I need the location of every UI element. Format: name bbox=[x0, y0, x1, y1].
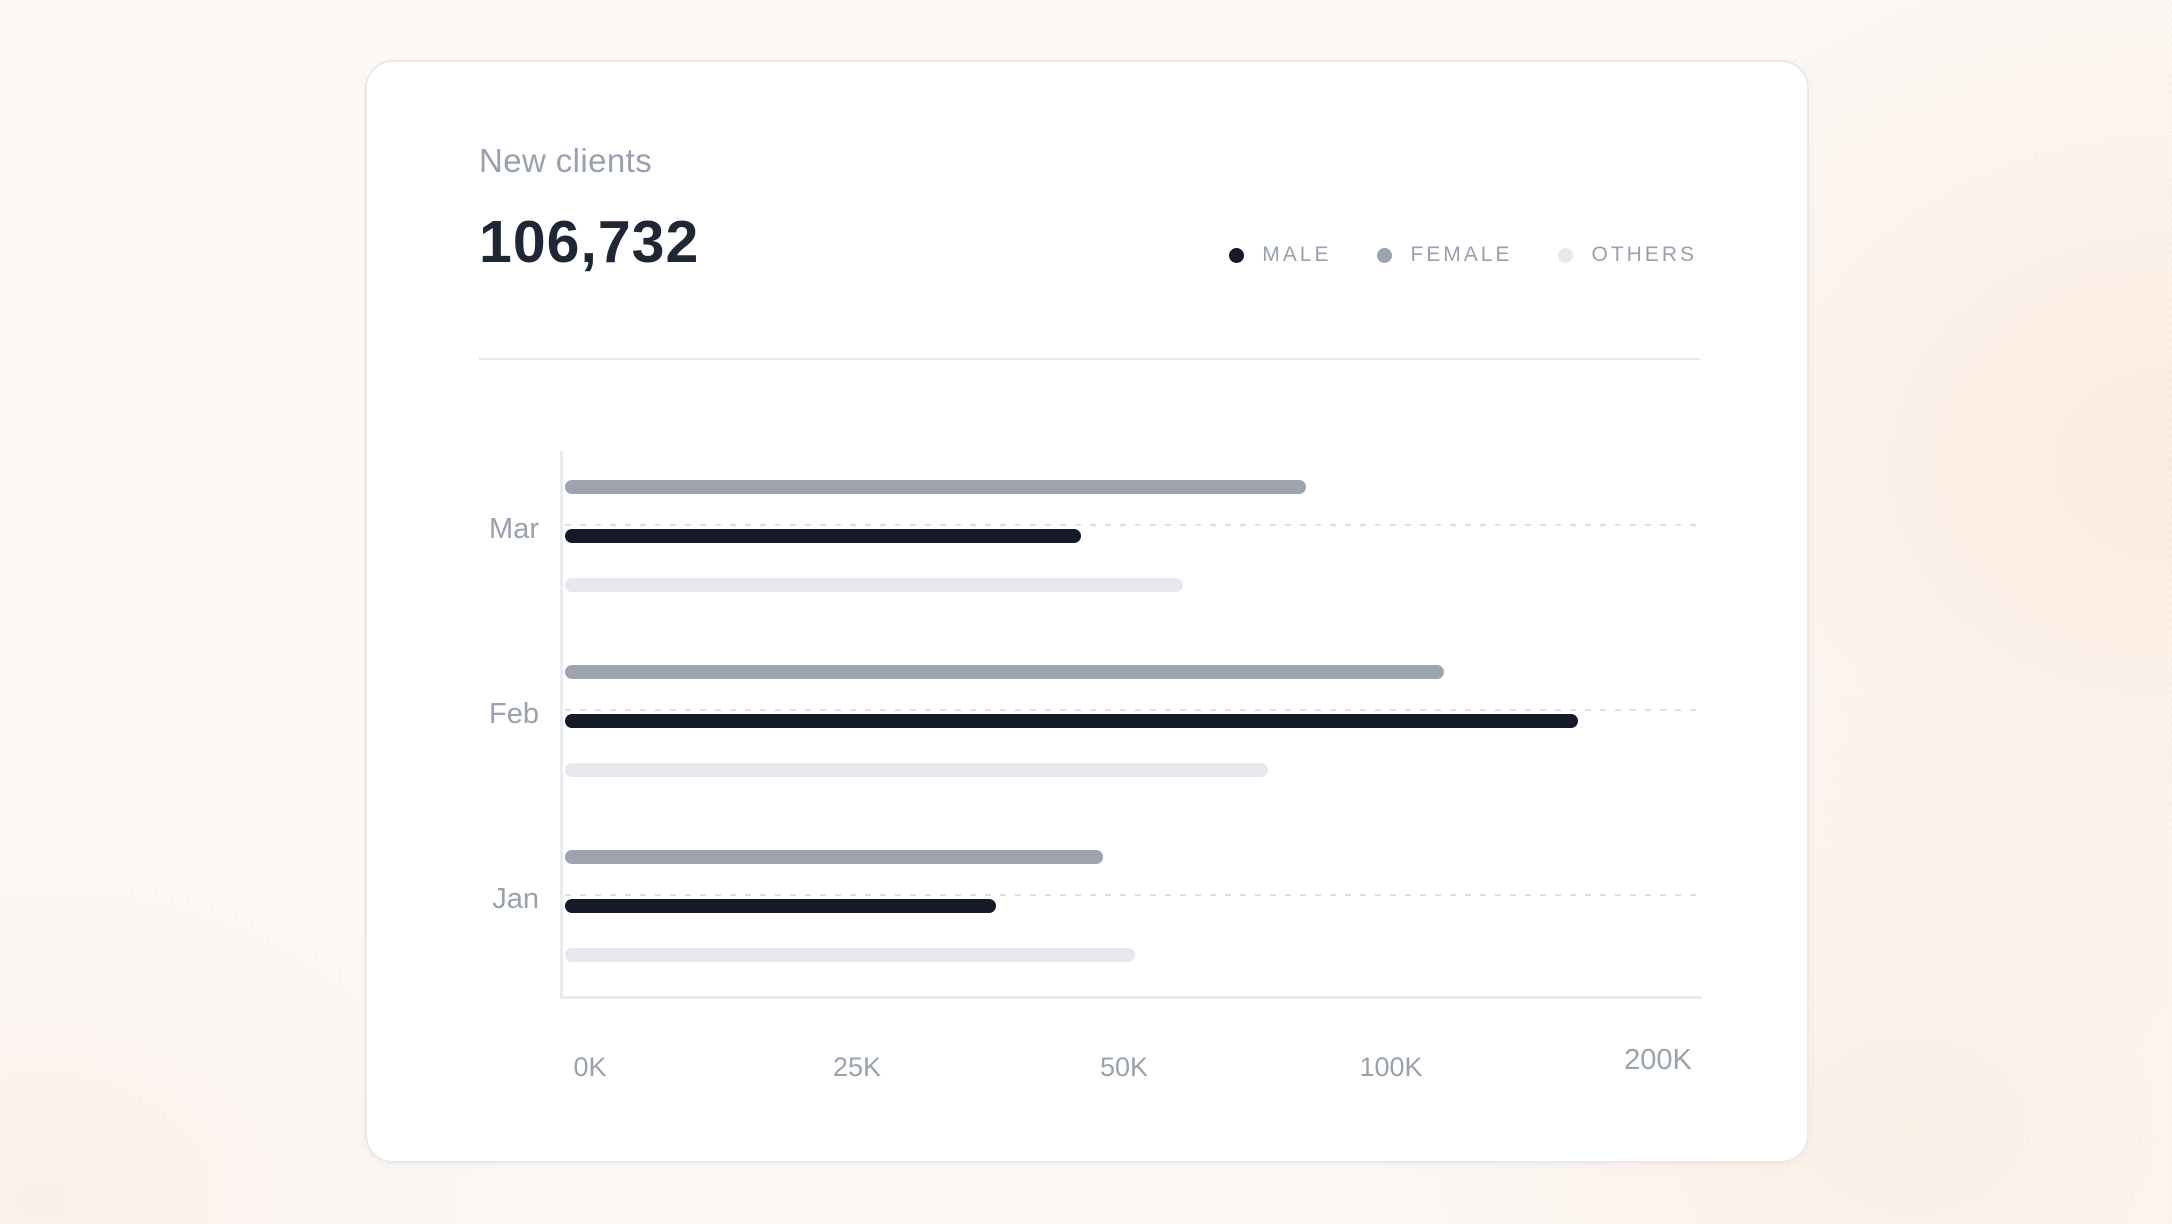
bar-mar-female bbox=[565, 480, 1306, 494]
gridline-feb bbox=[565, 709, 1702, 711]
new-clients-card: New clients 106,732 MALE FEMALE OTHERS Mar… bbox=[365, 60, 1809, 1163]
y-axis-line bbox=[560, 451, 563, 998]
gridline-jan bbox=[565, 894, 1702, 896]
legend-item-others[interactable]: OTHERS bbox=[1558, 243, 1697, 267]
x-tick-50k: 50K bbox=[1099, 1052, 1149, 1082]
bar-feb-others bbox=[565, 763, 1268, 777]
category-label-feb: Feb bbox=[489, 698, 539, 730]
bar-jan-others bbox=[565, 948, 1135, 962]
legend-label: FEMALE bbox=[1410, 243, 1513, 266]
x-tick-200k: 200K bbox=[1624, 1044, 1692, 1076]
category-label-jan: Jan bbox=[492, 883, 539, 915]
legend-label: OTHERS bbox=[1591, 243, 1697, 266]
total-value: 106,732 bbox=[479, 209, 700, 275]
chart-legend: MALE FEMALE OTHERS bbox=[1229, 238, 1697, 272]
legend-swatch-male bbox=[1229, 247, 1245, 263]
bar-feb-female bbox=[565, 665, 1444, 679]
x-tick-100k: 100K bbox=[1359, 1052, 1423, 1082]
x-tick-25k: 25K bbox=[832, 1052, 882, 1082]
legend-item-female[interactable]: FEMALE bbox=[1377, 243, 1512, 267]
x-tick-0k: 0K bbox=[573, 1052, 607, 1082]
gridline-mar bbox=[565, 524, 1702, 526]
legend-label: MALE bbox=[1262, 243, 1332, 266]
bar-jan-female bbox=[565, 850, 1103, 864]
header-divider bbox=[479, 358, 1700, 360]
x-axis-line bbox=[560, 996, 1702, 999]
category-label-mar: Mar bbox=[489, 513, 539, 545]
bar-mar-others bbox=[565, 578, 1183, 592]
legend-swatch-female bbox=[1377, 247, 1393, 263]
bar-jan-male bbox=[565, 899, 996, 913]
bar-feb-male bbox=[565, 714, 1578, 728]
card-title: New clients bbox=[479, 142, 653, 179]
bar-mar-male bbox=[565, 529, 1081, 543]
legend-swatch-others bbox=[1558, 247, 1574, 263]
bar-chart: Mar Feb Jan 0K 25K 50K 100K 200K bbox=[367, 62, 1807, 1161]
legend-item-male[interactable]: MALE bbox=[1229, 243, 1331, 267]
